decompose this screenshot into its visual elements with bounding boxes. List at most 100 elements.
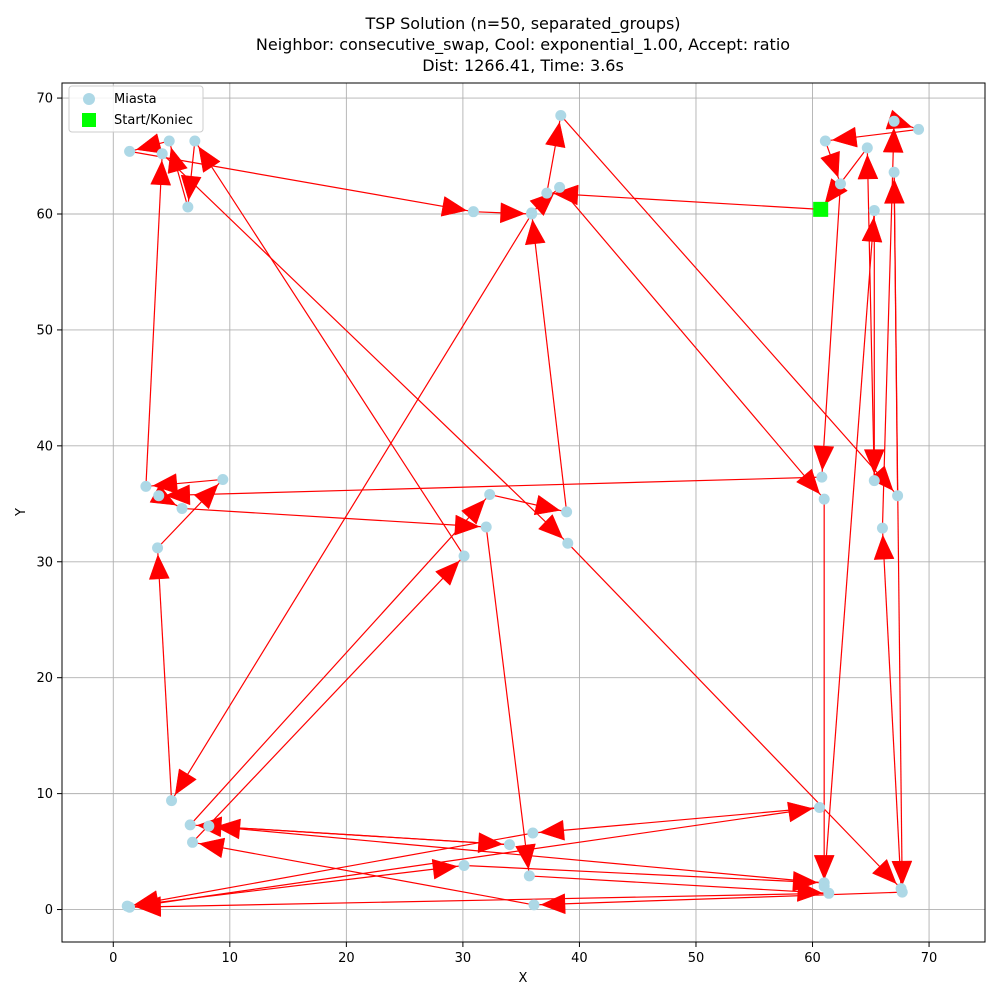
city-point bbox=[541, 187, 553, 199]
route-segment bbox=[158, 476, 822, 497]
route-segment bbox=[192, 555, 465, 843]
route-segment bbox=[881, 121, 895, 529]
x-ticks: 0 10 20 30 40 50 60 70 bbox=[109, 942, 937, 966]
city-point bbox=[189, 135, 201, 147]
x-tick-label: 60 bbox=[804, 951, 821, 966]
legend-marker-start bbox=[82, 113, 96, 127]
city-point bbox=[467, 206, 479, 218]
route-arrowhead bbox=[869, 465, 894, 491]
route-segment bbox=[893, 172, 903, 893]
route-arrowhead bbox=[540, 893, 566, 915]
plot-frame bbox=[61, 82, 986, 943]
city-point bbox=[152, 542, 164, 554]
city-point bbox=[561, 506, 573, 518]
route-arrowhead bbox=[873, 534, 895, 560]
route-arrowhead bbox=[461, 499, 486, 525]
city-point bbox=[140, 480, 152, 492]
city-point bbox=[124, 145, 136, 157]
route-arrowhead bbox=[500, 202, 526, 224]
route-arrowhead bbox=[174, 768, 197, 796]
route-segment bbox=[560, 115, 899, 497]
city-point bbox=[876, 522, 888, 534]
city-point bbox=[868, 205, 880, 217]
route-segment bbox=[866, 147, 875, 481]
y-tick-label: 30 bbox=[36, 555, 53, 570]
route-arrowhead bbox=[152, 473, 178, 494]
y-ticks: 0 10 20 30 40 50 60 70 bbox=[36, 92, 62, 918]
route-arrowhead bbox=[871, 858, 897, 885]
route-segment bbox=[531, 212, 568, 512]
x-axis-label: X bbox=[519, 971, 528, 986]
route-segment bbox=[127, 832, 533, 907]
route-segment bbox=[127, 864, 465, 907]
city-point bbox=[187, 836, 199, 848]
route-segment bbox=[145, 153, 163, 487]
route-arrowhead bbox=[813, 855, 835, 881]
y-tick-label: 40 bbox=[36, 439, 53, 454]
city-point bbox=[184, 819, 196, 831]
route-segment bbox=[559, 186, 825, 500]
route-segment bbox=[129, 892, 829, 908]
route-segment bbox=[533, 891, 903, 906]
city-point bbox=[555, 109, 567, 121]
city-point bbox=[480, 521, 492, 533]
route-arrowhead bbox=[148, 554, 170, 580]
route-segment bbox=[546, 192, 821, 210]
route-arrowhead bbox=[861, 216, 883, 243]
route-segment bbox=[171, 213, 533, 801]
city-point bbox=[121, 900, 133, 912]
x-tick-label: 10 bbox=[222, 951, 239, 966]
route-arrowhead bbox=[150, 160, 172, 186]
legend-label-cities: Miasta bbox=[114, 92, 157, 107]
route-arrowhead bbox=[545, 121, 566, 149]
route-segment bbox=[485, 526, 530, 876]
city-point bbox=[892, 490, 904, 502]
route-arrowhead bbox=[533, 494, 561, 516]
x-tick-label: 70 bbox=[921, 951, 938, 966]
city-point bbox=[484, 489, 496, 501]
city-point bbox=[818, 493, 830, 505]
route-segment bbox=[190, 824, 510, 846]
city-layer bbox=[121, 109, 925, 913]
route-segment bbox=[182, 507, 487, 528]
route-segment bbox=[156, 547, 173, 801]
route-segment bbox=[161, 153, 569, 544]
route-arrowhead bbox=[165, 484, 191, 506]
x-tick-label: 0 bbox=[109, 951, 117, 966]
route-segment bbox=[529, 875, 829, 894]
y-tick-label: 70 bbox=[36, 92, 53, 107]
city-point bbox=[203, 820, 215, 832]
city-point bbox=[156, 148, 168, 160]
legend-marker-cities bbox=[83, 93, 95, 105]
y-tick-label: 50 bbox=[36, 323, 53, 338]
route-arrowhead bbox=[524, 219, 546, 246]
route-arrowhead bbox=[831, 126, 858, 148]
route-segment bbox=[464, 864, 825, 884]
city-point bbox=[217, 473, 229, 485]
route-segment bbox=[823, 210, 875, 887]
route-arrowhead bbox=[882, 127, 904, 153]
route-segment bbox=[129, 806, 820, 908]
route-segment bbox=[567, 542, 902, 890]
route-layer bbox=[127, 109, 919, 917]
route-arrowhead bbox=[440, 196, 468, 217]
route-arrowhead bbox=[135, 133, 163, 154]
route-arrowhead bbox=[180, 174, 202, 201]
city-point bbox=[814, 802, 826, 814]
route-arrowhead bbox=[133, 890, 160, 911]
chart-title-line-2: Neighbor: consecutive_swap, Cool: expone… bbox=[256, 35, 790, 55]
route-segment bbox=[129, 150, 474, 213]
route-segment bbox=[532, 806, 820, 834]
route-arrowhead bbox=[813, 445, 835, 471]
city-point bbox=[528, 899, 540, 911]
city-point bbox=[888, 166, 900, 178]
route-arrowhead bbox=[193, 484, 219, 510]
route-arrowhead bbox=[857, 154, 879, 180]
y-tick-label: 10 bbox=[36, 787, 53, 802]
city-point bbox=[861, 142, 873, 154]
city-point bbox=[834, 178, 846, 190]
city-point bbox=[818, 880, 830, 892]
city-point bbox=[562, 537, 574, 549]
start-marker bbox=[813, 201, 829, 217]
